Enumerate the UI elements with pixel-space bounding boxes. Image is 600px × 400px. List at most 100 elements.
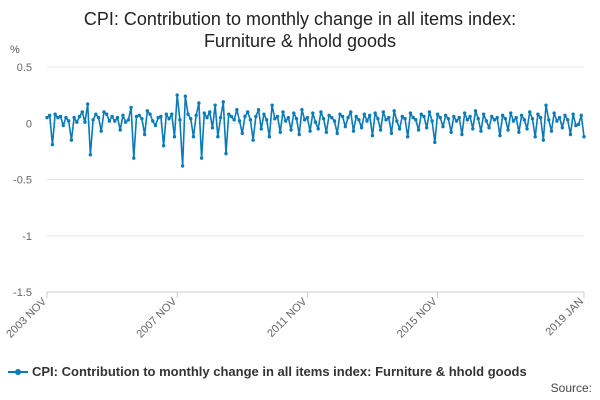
data-point[interactable] [427,110,432,114]
data-point[interactable] [167,117,171,121]
data-point[interactable] [53,112,57,116]
data-point[interactable] [221,100,225,104]
data-point[interactable] [256,108,261,112]
data-point[interactable] [178,118,182,122]
data-point[interactable] [85,102,90,106]
data-point[interactable] [300,108,304,112]
data-point[interactable] [67,119,71,123]
data-point[interactable] [354,114,358,119]
data-point[interactable] [175,93,179,97]
data-point[interactable] [118,128,122,132]
data-point[interactable] [449,130,453,134]
data-point[interactable] [48,113,52,118]
data-point[interactable] [490,114,494,119]
series-points[interactable] [45,93,586,168]
data-point[interactable] [517,130,521,134]
data-point[interactable] [137,113,141,118]
data-point[interactable] [199,156,204,160]
data-point[interactable] [484,119,489,123]
data-point[interactable] [292,111,296,115]
data-point[interactable] [213,103,217,107]
data-point[interactable] [123,120,128,124]
data-point[interactable] [316,127,320,131]
data-point[interactable] [378,128,383,132]
data-point[interactable] [235,108,239,112]
data-point[interactable] [376,117,380,121]
data-point[interactable] [210,126,215,130]
data-point[interactable] [319,110,323,114]
data-point[interactable] [227,112,231,116]
data-point[interactable] [557,115,562,120]
data-point[interactable] [368,113,372,118]
data-point[interactable] [216,135,220,139]
data-point[interactable] [237,119,242,123]
data-point[interactable] [197,101,201,105]
data-point[interactable] [77,114,82,119]
data-point[interactable] [514,115,518,120]
data-point[interactable] [61,123,65,128]
data-point[interactable] [414,118,418,122]
data-point[interactable] [454,119,459,123]
data-point[interactable] [425,126,429,130]
data-point[interactable] [579,113,583,118]
data-point[interactable] [159,114,163,119]
data-point[interactable] [441,124,445,129]
data-point[interactable] [218,115,223,120]
data-point[interactable] [294,117,299,121]
data-point[interactable] [189,117,193,121]
data-point[interactable] [349,110,353,114]
data-point[interactable] [397,127,402,131]
data-point[interactable] [240,131,244,136]
data-point[interactable] [283,119,288,123]
data-point[interactable] [232,118,236,122]
data-point[interactable] [525,127,529,131]
data-point[interactable] [134,114,139,119]
data-point[interactable] [384,118,388,122]
data-point[interactable] [568,132,573,137]
data-point[interactable] [511,119,516,123]
data-point[interactable] [145,109,150,113]
data-point[interactable] [408,111,413,115]
data-point[interactable] [126,118,131,122]
data-point[interactable] [305,115,310,120]
data-point[interactable] [395,119,399,123]
data-point[interactable] [96,115,101,120]
data-point[interactable] [45,115,49,120]
data-point[interactable] [552,111,556,115]
data-point[interactable] [56,115,60,120]
data-point[interactable] [340,114,345,119]
data-point[interactable] [359,126,364,130]
data-point[interactable] [172,135,177,139]
data-point[interactable] [208,110,212,114]
data-point[interactable] [183,94,188,98]
data-point[interactable] [473,109,478,113]
data-point[interactable] [110,114,114,119]
data-point[interactable] [419,112,423,116]
data-point[interactable] [465,118,470,122]
data-point[interactable] [324,130,329,134]
data-point[interactable] [538,115,543,120]
data-point[interactable] [313,120,318,124]
data-point[interactable] [115,115,120,120]
data-point[interactable] [574,123,578,128]
data-point[interactable] [362,112,367,116]
data-point[interactable] [80,110,84,114]
data-point[interactable] [99,129,103,133]
data-point[interactable] [560,126,564,130]
data-point[interactable] [387,115,391,120]
data-point[interactable] [186,112,190,116]
data-point[interactable] [452,114,456,119]
data-point[interactable] [522,118,527,122]
data-point[interactable] [262,112,266,116]
data-point[interactable] [500,113,505,118]
data-point[interactable] [251,138,255,142]
data-point[interactable] [91,118,95,122]
data-point[interactable] [302,118,307,122]
data-point[interactable] [381,110,385,114]
data-point[interactable] [403,117,407,121]
data-point[interactable] [533,135,537,139]
data-point[interactable] [498,133,502,138]
data-point[interactable] [544,103,548,107]
data-point[interactable] [400,114,404,119]
data-point[interactable] [536,112,540,116]
